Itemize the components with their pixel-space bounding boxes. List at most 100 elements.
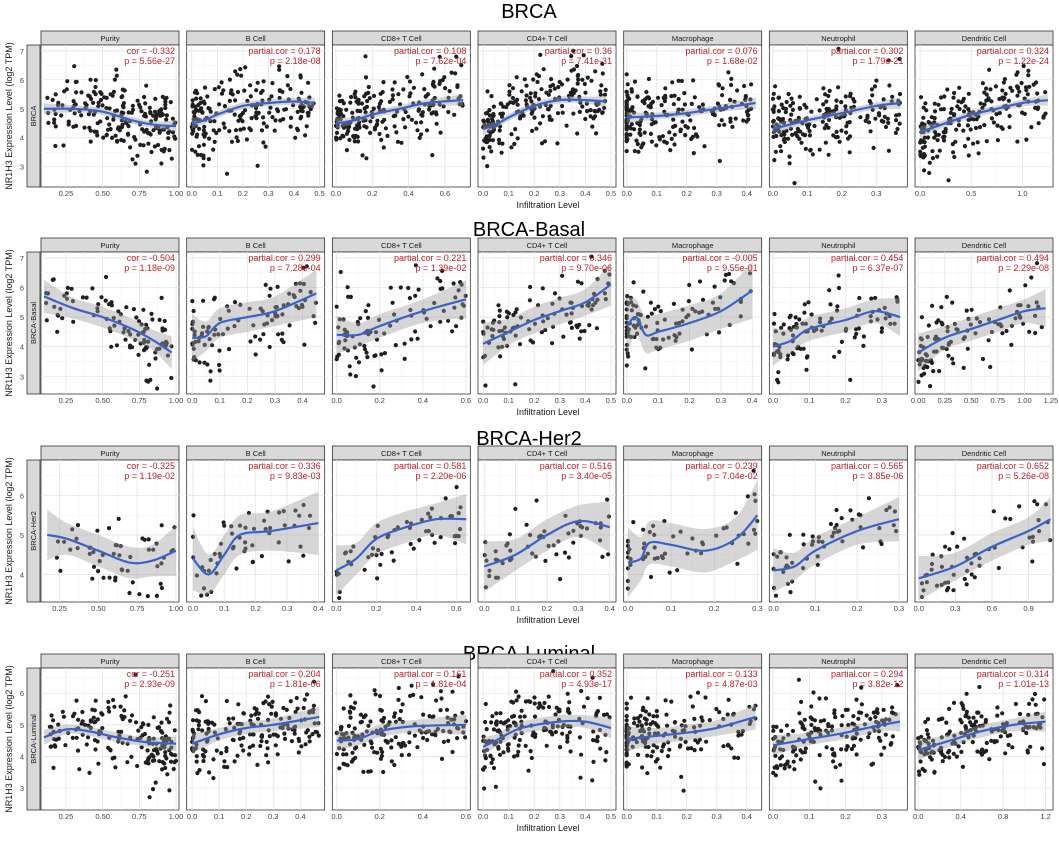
x-tick-label: 0.1 [503, 396, 513, 405]
data-point [211, 128, 216, 133]
data-point [80, 295, 85, 300]
data-point [311, 314, 316, 319]
data-point [506, 718, 511, 723]
panel-strip-label: CD4+ T Cell [527, 241, 568, 250]
trend-line [335, 99, 464, 125]
data-point [497, 329, 502, 334]
panel-strip-label: Purity [100, 657, 119, 666]
data-point [193, 104, 198, 109]
data-point [264, 739, 269, 745]
data-point [542, 139, 548, 144]
data-point [398, 285, 403, 290]
data-point [564, 123, 569, 128]
data-point [628, 132, 633, 137]
x-tick-label: 0.3 [716, 396, 726, 405]
data-point [156, 142, 161, 148]
data-point [550, 341, 555, 346]
data-point [268, 105, 273, 110]
data-point [508, 100, 513, 105]
data-point [500, 141, 505, 146]
data-point [735, 88, 740, 93]
data-point [390, 87, 395, 92]
data-point [1033, 702, 1038, 707]
data-point [923, 101, 928, 106]
data-point [594, 326, 600, 331]
data-point [941, 138, 947, 143]
x-tick-label: 0.25 [937, 396, 952, 405]
data-point [167, 710, 172, 715]
data-point [994, 112, 999, 117]
data-point [585, 75, 590, 80]
x-tick-label: 0.4 [955, 812, 965, 821]
data-point [982, 102, 987, 107]
data-point [728, 119, 733, 124]
data-point [640, 99, 645, 104]
x-tick-label: 0.2 [371, 604, 381, 613]
data-point [152, 758, 157, 763]
data-point [690, 704, 695, 709]
data-point [353, 374, 358, 379]
data-point [62, 89, 67, 94]
x-tick-label: 0.5 [606, 189, 616, 198]
data-point [925, 732, 930, 737]
data-point [171, 766, 176, 772]
x-tick-label: 0.2 [529, 396, 539, 405]
data-point [932, 770, 937, 775]
data-point [142, 537, 147, 542]
data-point [659, 103, 664, 108]
data-point [154, 125, 159, 130]
data-point [505, 315, 510, 320]
data-point [119, 110, 124, 115]
data-point [194, 759, 199, 764]
data-point [113, 578, 118, 583]
data-point [624, 307, 629, 312]
x-tick-label: 0.0 [913, 604, 923, 613]
data-point [212, 119, 217, 124]
row-side-strip [26, 251, 41, 395]
data-point [521, 113, 526, 118]
data-point [950, 300, 955, 305]
data-point [116, 309, 121, 314]
data-point [638, 132, 643, 137]
data-point [335, 116, 340, 122]
data-point [258, 306, 263, 311]
p-value-label: p = 4.87e-03 [707, 679, 758, 689]
data-point [198, 100, 203, 105]
data-point [683, 124, 688, 129]
data-point [493, 721, 499, 726]
data-point [982, 750, 987, 755]
data-point [280, 331, 285, 336]
data-point [806, 300, 811, 305]
data-point [247, 745, 252, 750]
data-point [164, 113, 169, 118]
data-point [350, 750, 355, 755]
data-point [92, 708, 97, 713]
data-point [1030, 697, 1035, 702]
data-point [854, 752, 859, 757]
data-point [430, 153, 435, 158]
data-point [588, 114, 593, 119]
data-point [455, 736, 460, 741]
correlation-label: partial.cor = 0.352 [540, 669, 612, 679]
panel-strip-label: Purity [100, 241, 119, 250]
data-point [239, 743, 244, 748]
data-point [801, 532, 806, 537]
data-point [823, 696, 829, 701]
data-point [817, 696, 822, 701]
data-point [104, 95, 109, 100]
data-point [790, 107, 796, 112]
data-point [589, 78, 594, 83]
data-point [785, 759, 790, 764]
data-point [860, 545, 866, 550]
data-point [632, 127, 637, 132]
data-point [71, 319, 76, 324]
data-point [839, 747, 844, 752]
correlation-label: partial.cor = 0.314 [977, 669, 1049, 679]
correlation-label: partial.cor = 0.581 [394, 461, 466, 471]
data-point [632, 334, 637, 340]
data-point [736, 733, 741, 738]
data-point [211, 147, 216, 152]
data-point [857, 710, 862, 715]
data-point [624, 300, 629, 305]
data-point [249, 116, 254, 121]
